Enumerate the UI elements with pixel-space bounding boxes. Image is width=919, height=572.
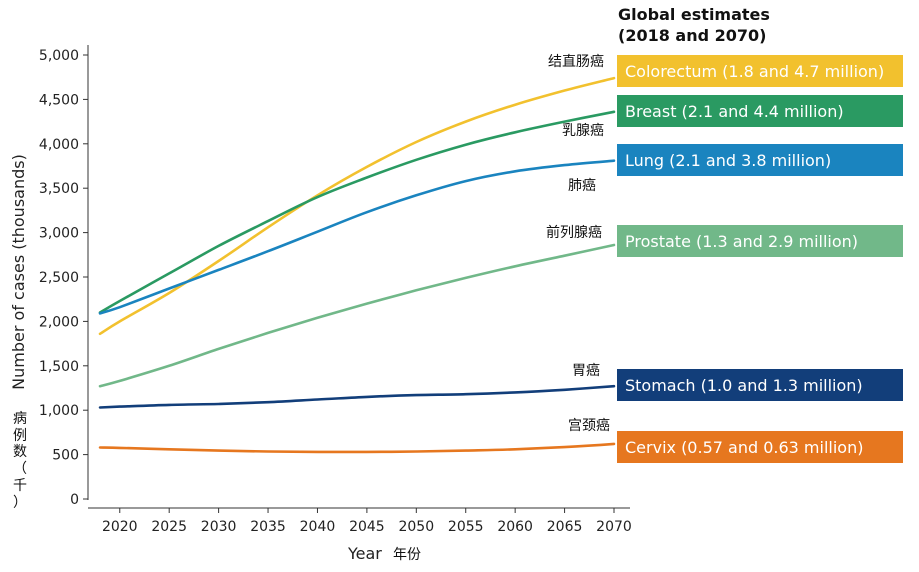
series-cn-label-cervix: 宫颈癌 — [568, 418, 610, 434]
series-line-prostate — [98, 243, 616, 388]
series-cn-label-stomach: 胃癌 — [572, 363, 600, 379]
y-tick-label-3000: 3,000 — [39, 226, 79, 242]
x-tick-label-2035: 2035 — [250, 519, 286, 535]
legend-box-prostate — [617, 225, 903, 257]
legend-label-lung: Lung (2.1 and 3.8 million) — [625, 151, 831, 170]
legend-label-stomach: Stomach (1.0 and 1.3 million) — [625, 376, 863, 395]
y-axis-title-cn-char: ） — [13, 495, 27, 511]
x-tick-label-2030: 2030 — [201, 519, 237, 535]
y-tick-label-2500: 2,500 — [39, 270, 79, 286]
legend-label-breast: Breast (2.1 and 4.4 million) — [625, 102, 844, 121]
y-axis-title-cn-char: 数 — [13, 444, 27, 460]
x-tick-label-2020: 2020 — [102, 519, 138, 535]
x-tick-label-2025: 2025 — [151, 519, 187, 535]
series-cn-label-colorectum: 结直肠癌 — [548, 53, 604, 70]
y-tick-label-5000: 5,000 — [39, 48, 79, 64]
series-cn-label-breast: 乳腺癌 — [562, 123, 604, 139]
legend-box-stomach — [617, 369, 903, 401]
legend-box-colorectum — [617, 55, 903, 87]
x-tick-label-2060: 2060 — [497, 519, 533, 535]
series-line-lung — [98, 159, 616, 315]
x-axis-title-cn: 年份 — [393, 547, 421, 563]
series-line-stomach — [98, 384, 616, 409]
x-tick-label-2065: 2065 — [547, 519, 583, 535]
x-tick-label-2050: 2050 — [398, 519, 434, 535]
legend-box-lung — [617, 144, 903, 176]
legend-box-breast — [617, 95, 903, 127]
legend-label-prostate: Prostate (1.3 and 2.9 million) — [625, 232, 858, 251]
x-tick-label-2070: 2070 — [596, 519, 632, 535]
y-axis-title-cn-char: （ — [13, 461, 27, 477]
y-tick-label-3500: 3,500 — [39, 181, 79, 197]
x-axis-title: Year — [347, 544, 382, 563]
y-tick-label-1000: 1,000 — [39, 403, 79, 419]
y-tick-label-4500: 4,500 — [39, 92, 79, 108]
legend-title-line-1: Global estimates — [618, 5, 770, 24]
y-axis-title-cn-char: 千 — [13, 478, 27, 494]
y-axis-title-cn-char: 病 — [13, 411, 27, 427]
series-line-colorectum — [98, 76, 616, 336]
legend-box-cervix — [617, 431, 903, 463]
series-cn-label-prostate: 前列腺癌 — [546, 224, 602, 241]
x-tick-label-2045: 2045 — [349, 519, 385, 535]
y-axis-title: Number of cases (thousands) — [9, 154, 28, 390]
legend-label-colorectum: Colorectum (1.8 and 4.7 million) — [625, 62, 884, 81]
y-tick-label-2000: 2,000 — [39, 314, 79, 330]
series-line-cervix — [98, 442, 616, 454]
y-tick-label-500: 500 — [52, 448, 79, 464]
legend-title-line-2: (2018 and 2070) — [618, 26, 766, 45]
series-cn-label-lung: 肺癌 — [568, 178, 596, 194]
y-axis-title-cn-char: 例 — [13, 428, 27, 444]
y-tick-label-4000: 4,000 — [39, 137, 79, 153]
x-tick-label-2040: 2040 — [300, 519, 336, 535]
series-line-breast — [98, 110, 616, 314]
y-tick-label-0: 0 — [70, 492, 79, 508]
legend-label-cervix: Cervix (0.57 and 0.63 million) — [625, 438, 863, 457]
x-tick-label-2055: 2055 — [448, 519, 484, 535]
y-tick-label-1500: 1,500 — [39, 359, 79, 375]
